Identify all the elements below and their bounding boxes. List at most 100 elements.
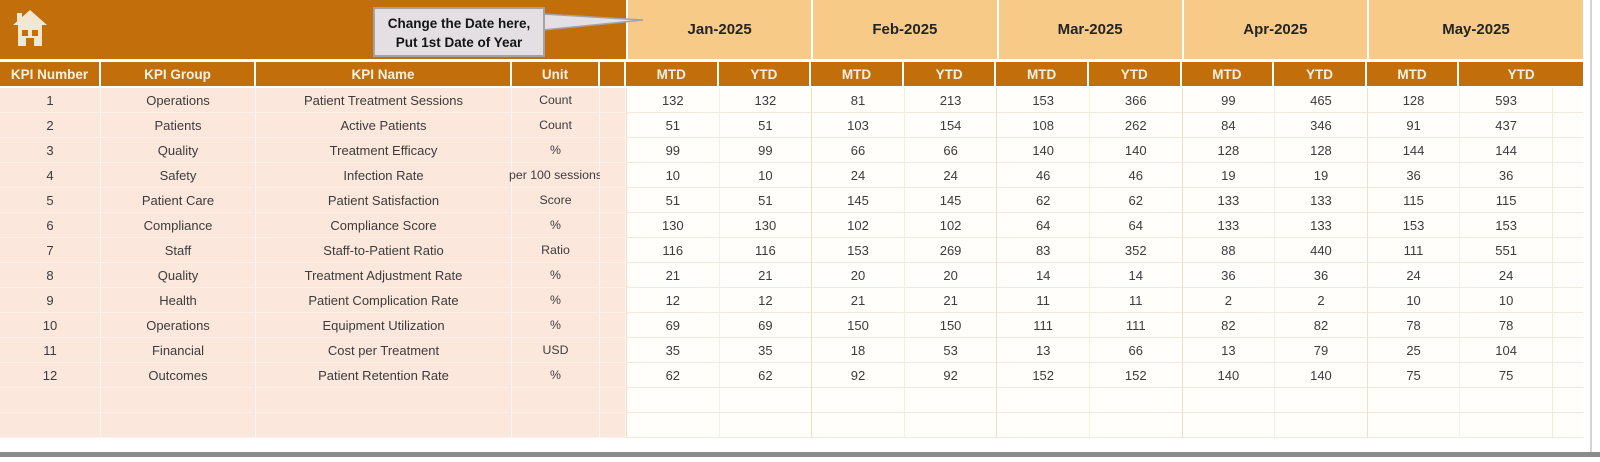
value-cell[interactable]: 352 <box>1088 238 1182 263</box>
value-cell[interactable]: 51 <box>718 113 812 138</box>
header-kpi-name[interactable]: KPI Name <box>256 62 512 86</box>
cell-kpi-name[interactable]: Patient Complication Rate <box>256 288 512 313</box>
value-cell[interactable]: 128 <box>1366 88 1460 113</box>
cell-unit[interactable]: % <box>512 138 600 163</box>
cell-kpi-number[interactable]: 2 <box>0 113 101 138</box>
value-cell[interactable]: 366 <box>1088 88 1182 113</box>
cell-kpi-group[interactable]: Quality <box>101 263 256 288</box>
value-cell[interactable]: 84 <box>1181 113 1275 138</box>
subheader-ytd-cell[interactable]: YTD <box>1507 66 1535 82</box>
subheader-mtd-cell[interactable]: MTD <box>1367 62 1460 86</box>
value-cell[interactable]: 150 <box>811 313 904 338</box>
value-cell[interactable]: 20 <box>903 263 997 288</box>
cell-kpi-name[interactable]: Patient Treatment Sessions <box>256 88 512 113</box>
cell-kpi-number[interactable]: 11 <box>0 338 101 363</box>
cell-unit[interactable] <box>512 413 600 438</box>
value-cell[interactable]: 13 <box>1181 338 1275 363</box>
value-cell[interactable]: 24 <box>903 163 997 188</box>
value-cell[interactable]: 69 <box>626 313 719 338</box>
value-cell[interactable] <box>1274 413 1367 438</box>
value-cell[interactable]: 150 <box>903 313 997 338</box>
month-header-cell-apr-2025[interactable]: Apr-2025 <box>1181 0 1367 59</box>
cell-kpi-name[interactable]: Infection Rate <box>256 163 512 188</box>
value-cell[interactable]: 75 <box>1459 363 1552 388</box>
value-cell[interactable]: 133 <box>1181 188 1275 213</box>
value-cell[interactable]: 35 <box>718 338 812 363</box>
value-cell[interactable]: 19 <box>1274 163 1367 188</box>
value-cell[interactable]: 10 <box>1459 288 1552 313</box>
cell-kpi-name[interactable]: Active Patients <box>256 113 512 138</box>
value-cell[interactable]: 116 <box>626 238 719 263</box>
value-cell[interactable]: 92 <box>811 363 904 388</box>
cell-kpi-number[interactable]: 5 <box>0 188 101 213</box>
cell-unit[interactable]: Score <box>512 188 600 213</box>
value-cell[interactable]: 145 <box>903 188 997 213</box>
value-cell[interactable]: 99 <box>626 138 719 163</box>
cell-kpi-name[interactable] <box>256 413 512 438</box>
cell-kpi-group[interactable]: Safety <box>101 163 256 188</box>
value-cell[interactable]: 19 <box>1181 163 1275 188</box>
value-cell[interactable]: 465 <box>1274 88 1367 113</box>
value-cell[interactable]: 140 <box>996 138 1089 163</box>
cell-kpi-group[interactable]: Financial <box>101 338 256 363</box>
cell-kpi-name[interactable]: Equipment Utilization <box>256 313 512 338</box>
value-cell[interactable]: 69 <box>718 313 812 338</box>
value-cell[interactable]: 99 <box>718 138 812 163</box>
value-cell[interactable]: 51 <box>626 113 719 138</box>
cell-kpi-name[interactable]: Cost per Treatment <box>256 338 512 363</box>
value-cell[interactable] <box>996 413 1089 438</box>
value-cell[interactable]: 79 <box>1274 338 1367 363</box>
value-cell[interactable]: 10 <box>1366 288 1460 313</box>
value-cell[interactable]: 66 <box>811 138 904 163</box>
value-cell[interactable]: 62 <box>1088 188 1182 213</box>
value-cell[interactable]: 21 <box>811 288 904 313</box>
value-cell[interactable] <box>903 388 997 413</box>
value-cell[interactable]: 140 <box>1274 363 1367 388</box>
value-cell[interactable]: 82 <box>1181 313 1275 338</box>
home-button[interactable] <box>11 8 49 48</box>
cell-kpi-group[interactable]: Operations <box>101 313 256 338</box>
value-cell[interactable] <box>1366 413 1460 438</box>
value-cell[interactable] <box>996 388 1089 413</box>
value-cell[interactable]: 111 <box>1366 238 1460 263</box>
value-cell[interactable]: 128 <box>1181 138 1275 163</box>
value-cell[interactable]: 154 <box>903 113 997 138</box>
value-cell[interactable]: 21 <box>903 288 997 313</box>
value-cell[interactable]: 440 <box>1274 238 1367 263</box>
cell-unit[interactable]: % <box>512 363 600 388</box>
value-cell[interactable]: 346 <box>1274 113 1367 138</box>
cell-kpi-group[interactable] <box>101 388 256 413</box>
value-cell[interactable]: 12 <box>626 288 719 313</box>
cell-kpi-number[interactable]: 1 <box>0 88 101 113</box>
cell-kpi-group[interactable]: Outcomes <box>101 363 256 388</box>
value-cell[interactable]: 115 <box>1366 188 1460 213</box>
cell-kpi-group[interactable] <box>101 413 256 438</box>
value-cell[interactable]: 92 <box>903 363 997 388</box>
value-cell[interactable]: 102 <box>903 213 997 238</box>
value-cell[interactable]: 64 <box>996 213 1089 238</box>
cell-unit[interactable]: Ratio <box>512 238 600 263</box>
value-cell[interactable]: 62 <box>996 188 1089 213</box>
value-cell[interactable] <box>718 388 812 413</box>
cell-kpi-group[interactable]: Health <box>101 288 256 313</box>
value-cell[interactable]: 133 <box>1274 188 1367 213</box>
value-cell[interactable]: 64 <box>1088 213 1182 238</box>
value-cell[interactable]: 140 <box>1181 363 1275 388</box>
value-cell[interactable]: 36 <box>1366 163 1460 188</box>
value-cell[interactable]: 103 <box>811 113 904 138</box>
value-cell[interactable]: 111 <box>1088 313 1182 338</box>
value-cell[interactable]: 66 <box>903 138 997 163</box>
value-cell[interactable]: 262 <box>1088 113 1182 138</box>
month-header-cell-may-2025[interactable]: May-2025 <box>1367 0 1583 59</box>
cell-kpi-name[interactable]: Treatment Efficacy <box>256 138 512 163</box>
value-cell[interactable]: 145 <box>811 188 904 213</box>
value-cell[interactable]: 14 <box>1088 263 1182 288</box>
value-cell[interactable]: 24 <box>1366 263 1460 288</box>
cell-kpi-group[interactable]: Patient Care <box>101 188 256 213</box>
cell-kpi-number[interactable]: 3 <box>0 138 101 163</box>
value-cell[interactable]: 13 <box>996 338 1089 363</box>
value-cell[interactable]: 11 <box>996 288 1089 313</box>
value-cell[interactable]: 66 <box>1088 338 1182 363</box>
cell-kpi-group[interactable]: Operations <box>101 88 256 113</box>
value-cell[interactable]: 36 <box>1274 263 1367 288</box>
